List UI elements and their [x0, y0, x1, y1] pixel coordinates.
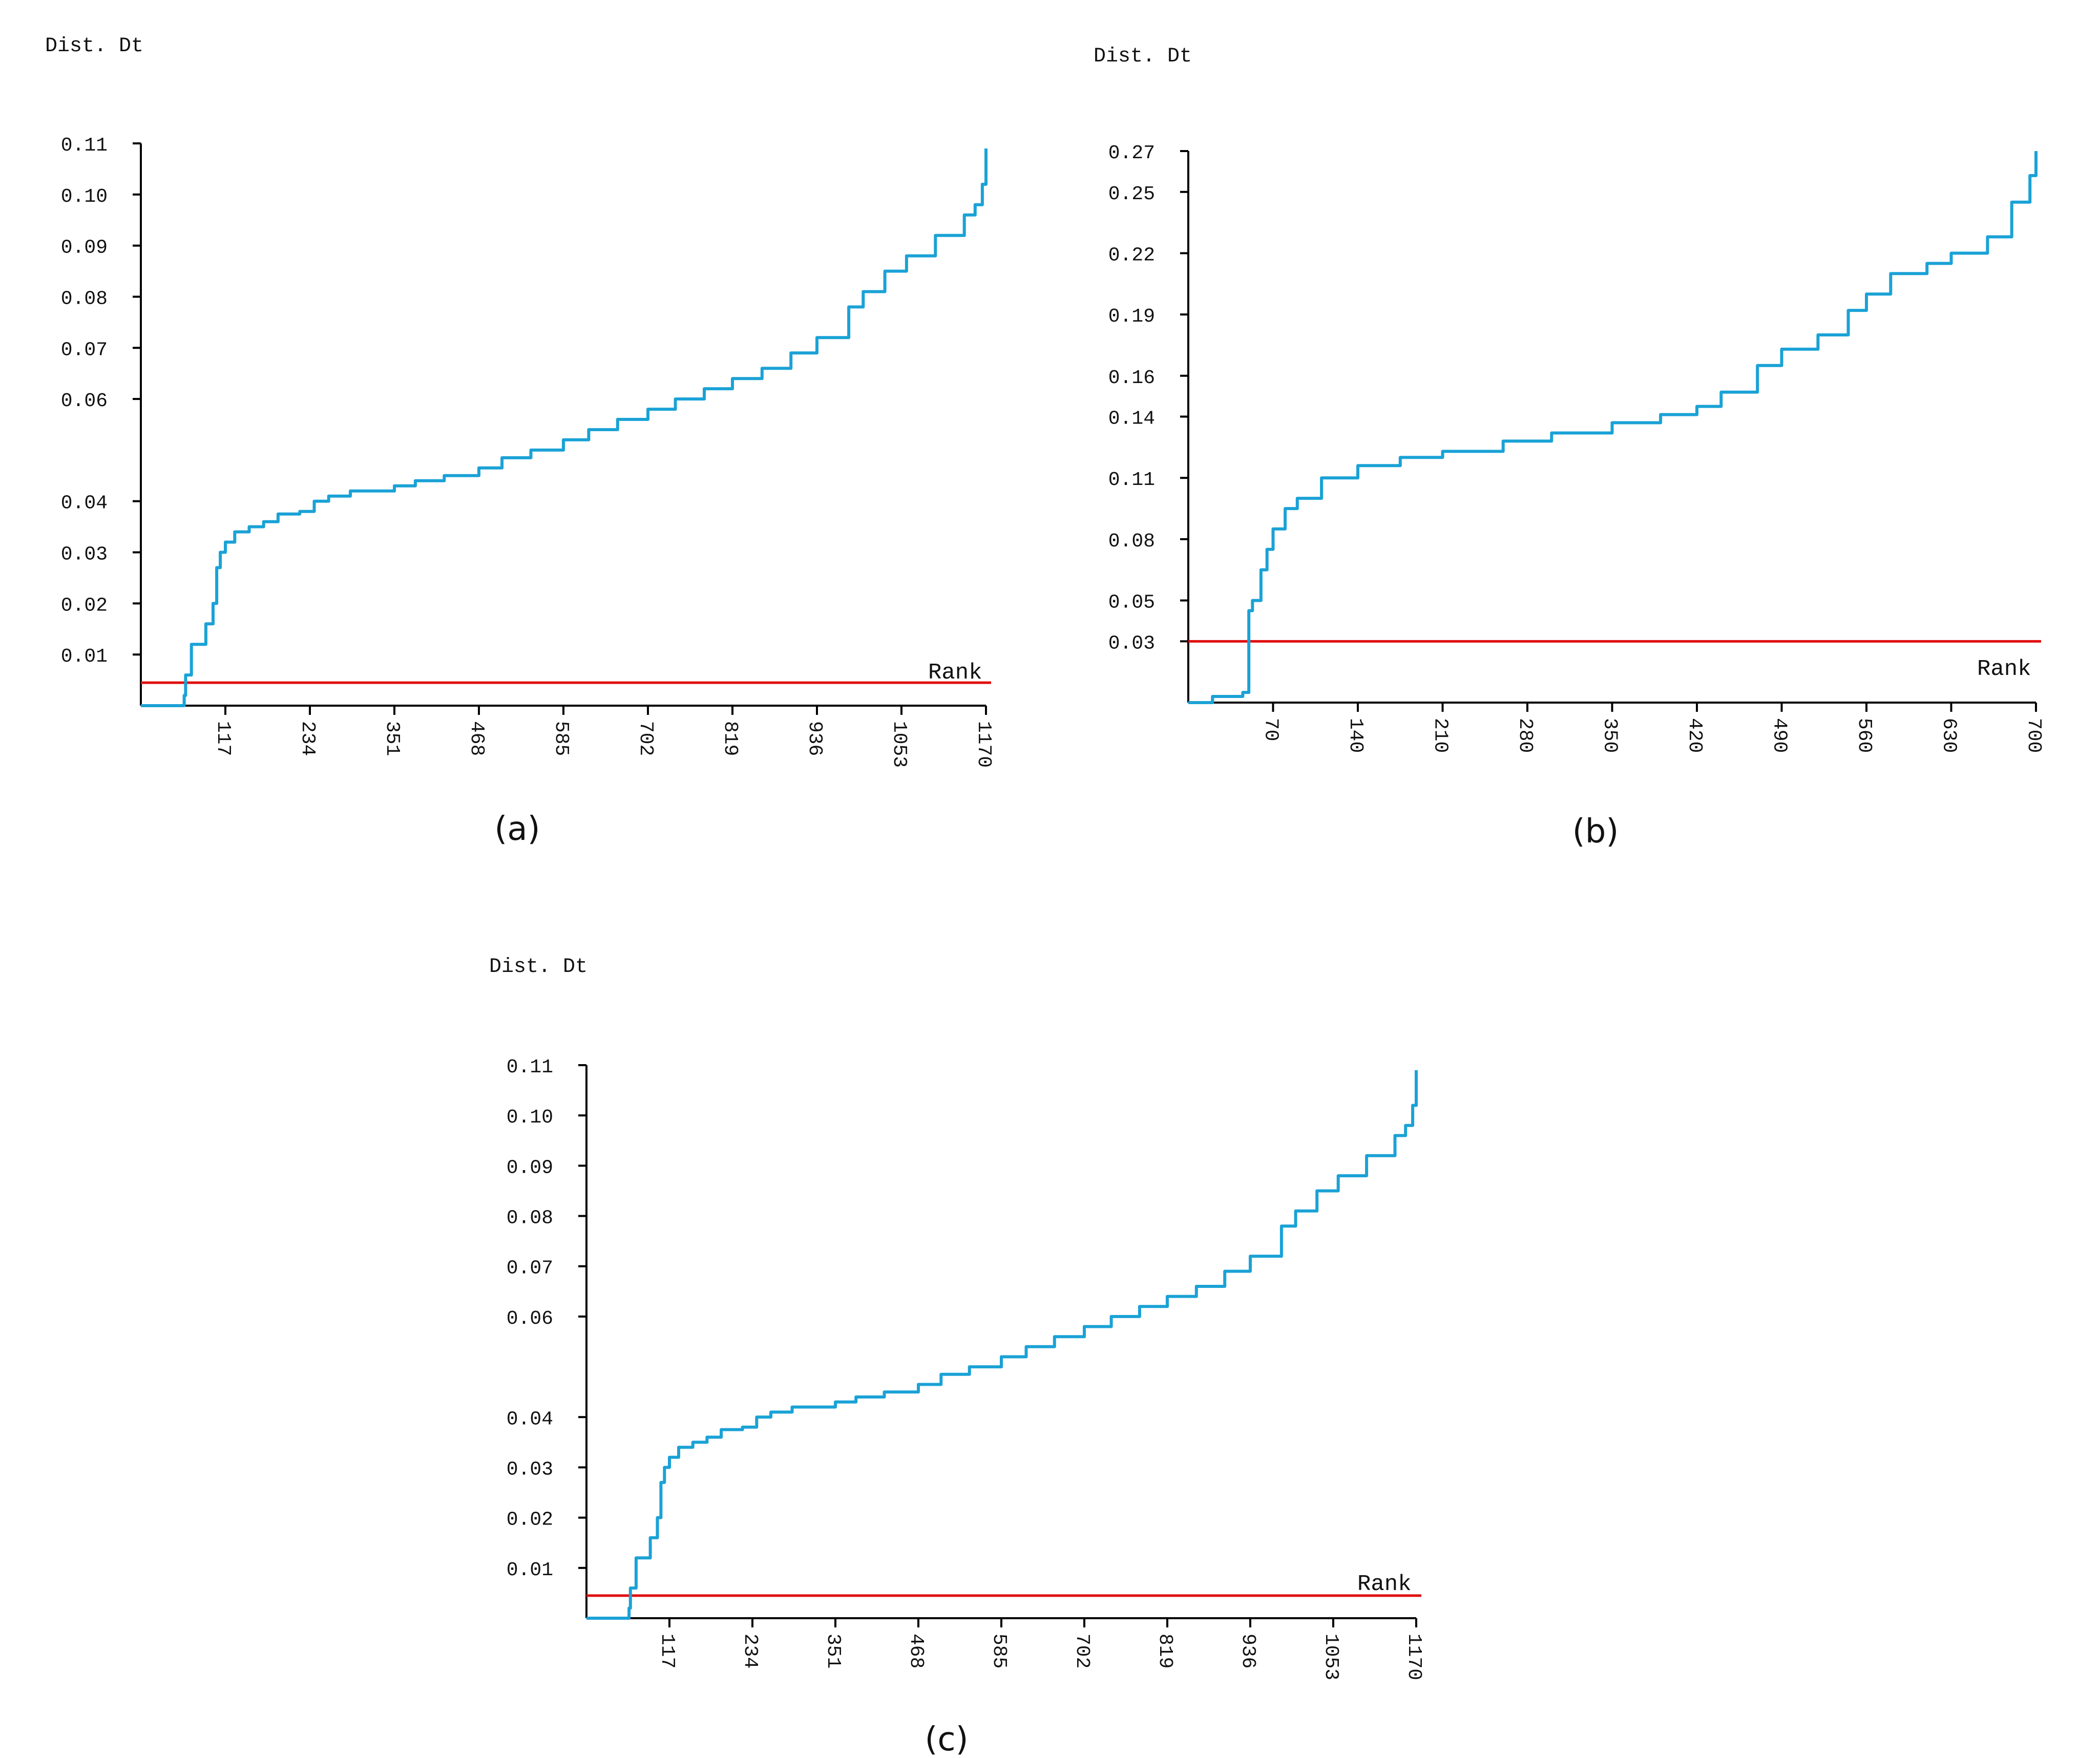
- panel-a-x-tick-label: 1170: [973, 721, 995, 768]
- panel-b-x-tick-label: 70: [1260, 718, 1282, 742]
- panel-a-y-tick-label: 0.01: [61, 646, 108, 668]
- panel-a-y-tick-label: 0.09: [61, 237, 108, 259]
- panel-b-x-tick-label: 350: [1599, 718, 1621, 753]
- panel-c-y-tick-label: 0.02: [507, 1509, 553, 1531]
- panel-a-x-tick-label: 1053: [888, 721, 910, 768]
- panel-b-y-tick-label: 0.22: [1108, 244, 1155, 266]
- panel-c-x-tick-label: 234: [739, 1634, 761, 1668]
- panel-b: Dist. Dt Rank (b) 0.030.050.080.110.140.…: [1094, 45, 2045, 851]
- panel-b-ylabel: Dist. Dt: [1094, 45, 1192, 68]
- panel-a: Dist. Dt Rank (a) 0.010.020.030.040.060.…: [45, 35, 995, 848]
- panel-b-x-tick-label: 490: [1769, 718, 1791, 753]
- panel-b-x-tick-label: 140: [1345, 718, 1367, 753]
- panel-a-ylabel: Dist. Dt: [45, 35, 143, 58]
- panel-b-y-tick-label: 0.08: [1108, 531, 1155, 553]
- panel-c-y-tick-label: 0.08: [507, 1208, 553, 1230]
- panel-c: Dist. Dt Rank (c) 0.010.020.030.040.060.…: [489, 956, 1425, 1758]
- panel-c-y-tick-label: 0.04: [507, 1408, 553, 1430]
- panel-b-x-tick-label: 420: [1684, 718, 1706, 753]
- panel-c-y-tick-label: 0.07: [507, 1258, 553, 1280]
- panel-b-xlabel: Rank: [1977, 656, 2031, 682]
- panel-b-y-tick-label: 0.27: [1108, 142, 1155, 164]
- panel-c-y-tick-label: 0.11: [507, 1056, 553, 1078]
- panel-b-y-tick-label: 0.19: [1108, 306, 1155, 328]
- panel-b-y-tick-label: 0.16: [1108, 367, 1155, 389]
- panel-b-y-tick-label: 0.03: [1108, 632, 1155, 654]
- panel-a-x-tick-label: 702: [635, 721, 657, 756]
- panel-a-y-tick-label: 0.03: [61, 544, 108, 566]
- panel-c-x-tick-label: 819: [1154, 1634, 1176, 1668]
- panel-a-y-tick-label: 0.10: [61, 186, 108, 208]
- panel-c-y-tick-label: 0.10: [507, 1107, 553, 1129]
- panel-a-x-tick-label: 585: [550, 721, 572, 756]
- panel-a-y-tick-label: 0.06: [61, 390, 108, 412]
- panel-a-y-tick-label: 0.07: [61, 339, 108, 361]
- panel-c-plot: 0.01 0.02 0.03 0.04 0.06 0.07 0.08 0.09 0.10 0.11…: [507, 1056, 1425, 1680]
- panel-a-x-tick-label: 936: [804, 721, 826, 756]
- panel-c-x-tick-label: 117: [656, 1634, 678, 1668]
- panel-c-xlabel: Rank: [1357, 1572, 1412, 1597]
- panel-c-x-tick-label: 702: [1071, 1634, 1093, 1668]
- panel-a-x-tick-label: 351: [381, 721, 403, 756]
- panel-a-y-tick-label: 0.08: [61, 288, 108, 310]
- panel-b-y-tick-label: 0.25: [1108, 183, 1155, 205]
- panel-a-x-tick-label: 819: [719, 721, 741, 756]
- panel-a-y-tick-label: 0.02: [61, 595, 108, 617]
- panel-c-y-tick-label: 0.01: [507, 1559, 553, 1581]
- panel-a-caption: (a): [494, 810, 540, 848]
- panel-a-distance-curve: [141, 149, 988, 707]
- panel-c-caption: (c): [925, 1721, 968, 1758]
- panel-c-x-tick-label: 351: [822, 1634, 844, 1668]
- panel-b-x-tick-label: 700: [2023, 718, 2045, 753]
- panel-b-y-tick-label: 0.14: [1108, 408, 1155, 430]
- panel-c-distance-curve: [586, 1070, 1418, 1620]
- panel-c-x-tick-label: 1053: [1320, 1634, 1342, 1680]
- panel-a-plot: 0.01 0.02 0.03 0.04 0.06 0.07 0.08 0.09 0.10 0.11…: [61, 135, 995, 768]
- panel-b-plot: 0.03 0.05 0.08 0.11 0.14 0.16 0.19 0.22 0.25 0.27…: [1108, 142, 2045, 753]
- panel-b-x-tick-label: 630: [1938, 718, 1960, 753]
- panel-b-y-tick-label: 0.11: [1108, 469, 1155, 491]
- panel-c-x-tick-label: 585: [988, 1634, 1010, 1668]
- panel-c-x-tick-label: 936: [1237, 1634, 1259, 1668]
- panel-c-y-tick-label: 0.03: [507, 1458, 553, 1480]
- panel-a-y-tick-label: 0.11: [61, 135, 108, 157]
- panel-b-caption: (b): [1572, 813, 1619, 851]
- panel-b-x-tick-label: 280: [1514, 718, 1536, 753]
- panel-b-x-tick-label: 210: [1430, 718, 1452, 753]
- panel-b-y-tick-label: 0.05: [1108, 592, 1155, 614]
- panel-a-x-tick-label: 468: [466, 721, 488, 756]
- panel-c-ylabel: Dist. Dt: [489, 956, 587, 979]
- panel-c-x-tick-label: 1170: [1403, 1634, 1425, 1680]
- panel-c-y-tick-label: 0.06: [507, 1308, 553, 1330]
- panel-b-x-tick-label: 560: [1853, 718, 1875, 753]
- panel-c-x-tick-label: 468: [905, 1634, 927, 1668]
- panel-c-y-tick-label: 0.09: [507, 1157, 553, 1179]
- panel-b-distance-curve: [1188, 151, 2038, 704]
- panel-a-x-tick-label: 234: [297, 721, 319, 756]
- panel-a-y-tick-label: 0.04: [61, 493, 108, 515]
- panel-a-x-tick-label: 117: [212, 721, 234, 756]
